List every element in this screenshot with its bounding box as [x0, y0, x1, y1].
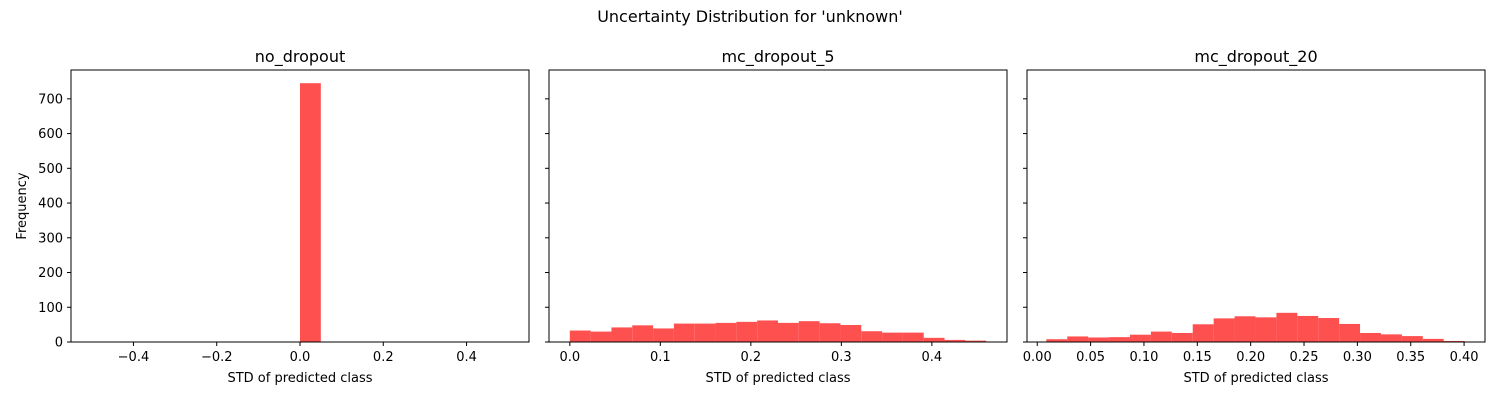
histogram-bar: [1192, 324, 1214, 342]
histogram-bar: [590, 331, 612, 342]
histogram-bar: [694, 323, 716, 342]
histogram-bar: [1360, 332, 1381, 342]
histogram-bar: [1046, 339, 1068, 342]
x-tick-label: 0.1: [650, 350, 671, 365]
subplot-title: mc_dropout_5: [721, 47, 834, 67]
histogram-bar: [1380, 334, 1402, 342]
x-tick-label: 0.40: [1450, 350, 1479, 365]
histogram-bar: [1422, 338, 1444, 342]
histogram-bar: [923, 337, 945, 342]
histogram-bar: [1339, 323, 1361, 342]
histogram-bar: [300, 83, 321, 342]
y-axis-label: Frequency: [15, 172, 30, 239]
subplot-2: 0.0 0.1 0.2 0.3 0.4 mc_dropout_5 STD of predic…: [545, 47, 1008, 386]
histogram-bar: [798, 321, 820, 342]
histogram-bar: [1443, 340, 1465, 342]
subplot-title: mc_dropout_20: [1194, 47, 1317, 67]
histogram-bar: [1088, 337, 1110, 342]
x-axis-label: STD of predicted class: [705, 371, 850, 386]
histogram-bar: [632, 325, 654, 342]
y-tick-label: 500: [38, 162, 63, 177]
histogram-bar: [673, 323, 695, 342]
histogram-bar: [819, 323, 841, 342]
x-tick-label: 0.4: [922, 350, 943, 365]
histogram-bar: [861, 331, 883, 342]
x-tick-label: 0.30: [1343, 350, 1372, 365]
x-tick-label: 0.4: [456, 350, 477, 365]
y-tick-label: 600: [38, 127, 63, 142]
histogram-bar: [840, 324, 862, 342]
histogram-bar: [569, 330, 591, 342]
x-axis-label: STD of predicted class: [227, 371, 372, 386]
x-tick-label: 0.2: [373, 350, 394, 365]
histogram-bar: [1276, 312, 1298, 342]
histogram-bar: [902, 332, 924, 342]
x-tick-label: 0.15: [1183, 350, 1212, 365]
histogram-bar: [778, 322, 799, 342]
x-tick-label: 0.00: [1023, 350, 1052, 365]
x-tick-label: 0.0: [559, 350, 580, 365]
histogram-bar: [1067, 336, 1089, 342]
histogram-bar: [1318, 318, 1340, 342]
subplot-1: −0.4 −0.2 0.0 0.2 0.4 0 100 200 300 400 500 600 700 n…: [15, 47, 530, 386]
histogram-bar: [1401, 336, 1423, 342]
x-tick-label: 0.2: [741, 350, 762, 365]
histogram-bar: [611, 327, 633, 342]
x-tick-label: 0.35: [1396, 350, 1425, 365]
axes-frame: [548, 69, 1008, 343]
histogram-bar: [715, 322, 737, 342]
histogram-bar: [653, 328, 674, 342]
subplot-title: no_dropout: [255, 47, 345, 67]
histogram-bar: [965, 340, 987, 342]
histogram-bar: [1129, 334, 1151, 342]
y-tick-label: 400: [38, 197, 63, 212]
y-tick-label: 0: [55, 336, 63, 351]
histogram-bar: [1255, 317, 1277, 342]
x-tick-label: 0.20: [1236, 350, 1265, 365]
x-axis-label: STD of predicted class: [1183, 371, 1328, 386]
x-tick-label: 0.10: [1129, 350, 1158, 365]
figure-suptitle: Uncertainty Distribution for 'unknown': [597, 7, 903, 26]
x-tick-label: 0.3: [831, 350, 852, 365]
y-tick-label: 200: [38, 266, 63, 281]
histogram-bar: [1109, 337, 1130, 342]
histogram-bar: [882, 332, 903, 342]
axes-frame: [1026, 69, 1486, 343]
x-tick-label: −0.2: [201, 350, 233, 365]
y-tick-label: 100: [38, 301, 63, 316]
histogram-bar: [736, 321, 758, 342]
subplot-3: 0.00 0.05 0.10 0.15 0.20 0.25 0.30 0.35 0.40 mc_d…: [1023, 47, 1486, 386]
y-tick-label: 300: [38, 231, 63, 246]
x-tick-label: −0.4: [118, 350, 150, 365]
histogram-bar: [1150, 331, 1172, 342]
y-tick-label: 700: [38, 92, 63, 107]
x-tick-label: 0.0: [290, 350, 311, 365]
histogram-bar: [944, 339, 966, 342]
histogram-bar: [1213, 318, 1235, 342]
x-tick-label: 0.05: [1076, 350, 1105, 365]
x-tick-label: 0.25: [1290, 350, 1319, 365]
histogram-bar: [1171, 332, 1193, 342]
histogram-bar: [1297, 315, 1319, 342]
histogram-bar: [757, 320, 778, 342]
histogram-bar: [1234, 316, 1256, 342]
